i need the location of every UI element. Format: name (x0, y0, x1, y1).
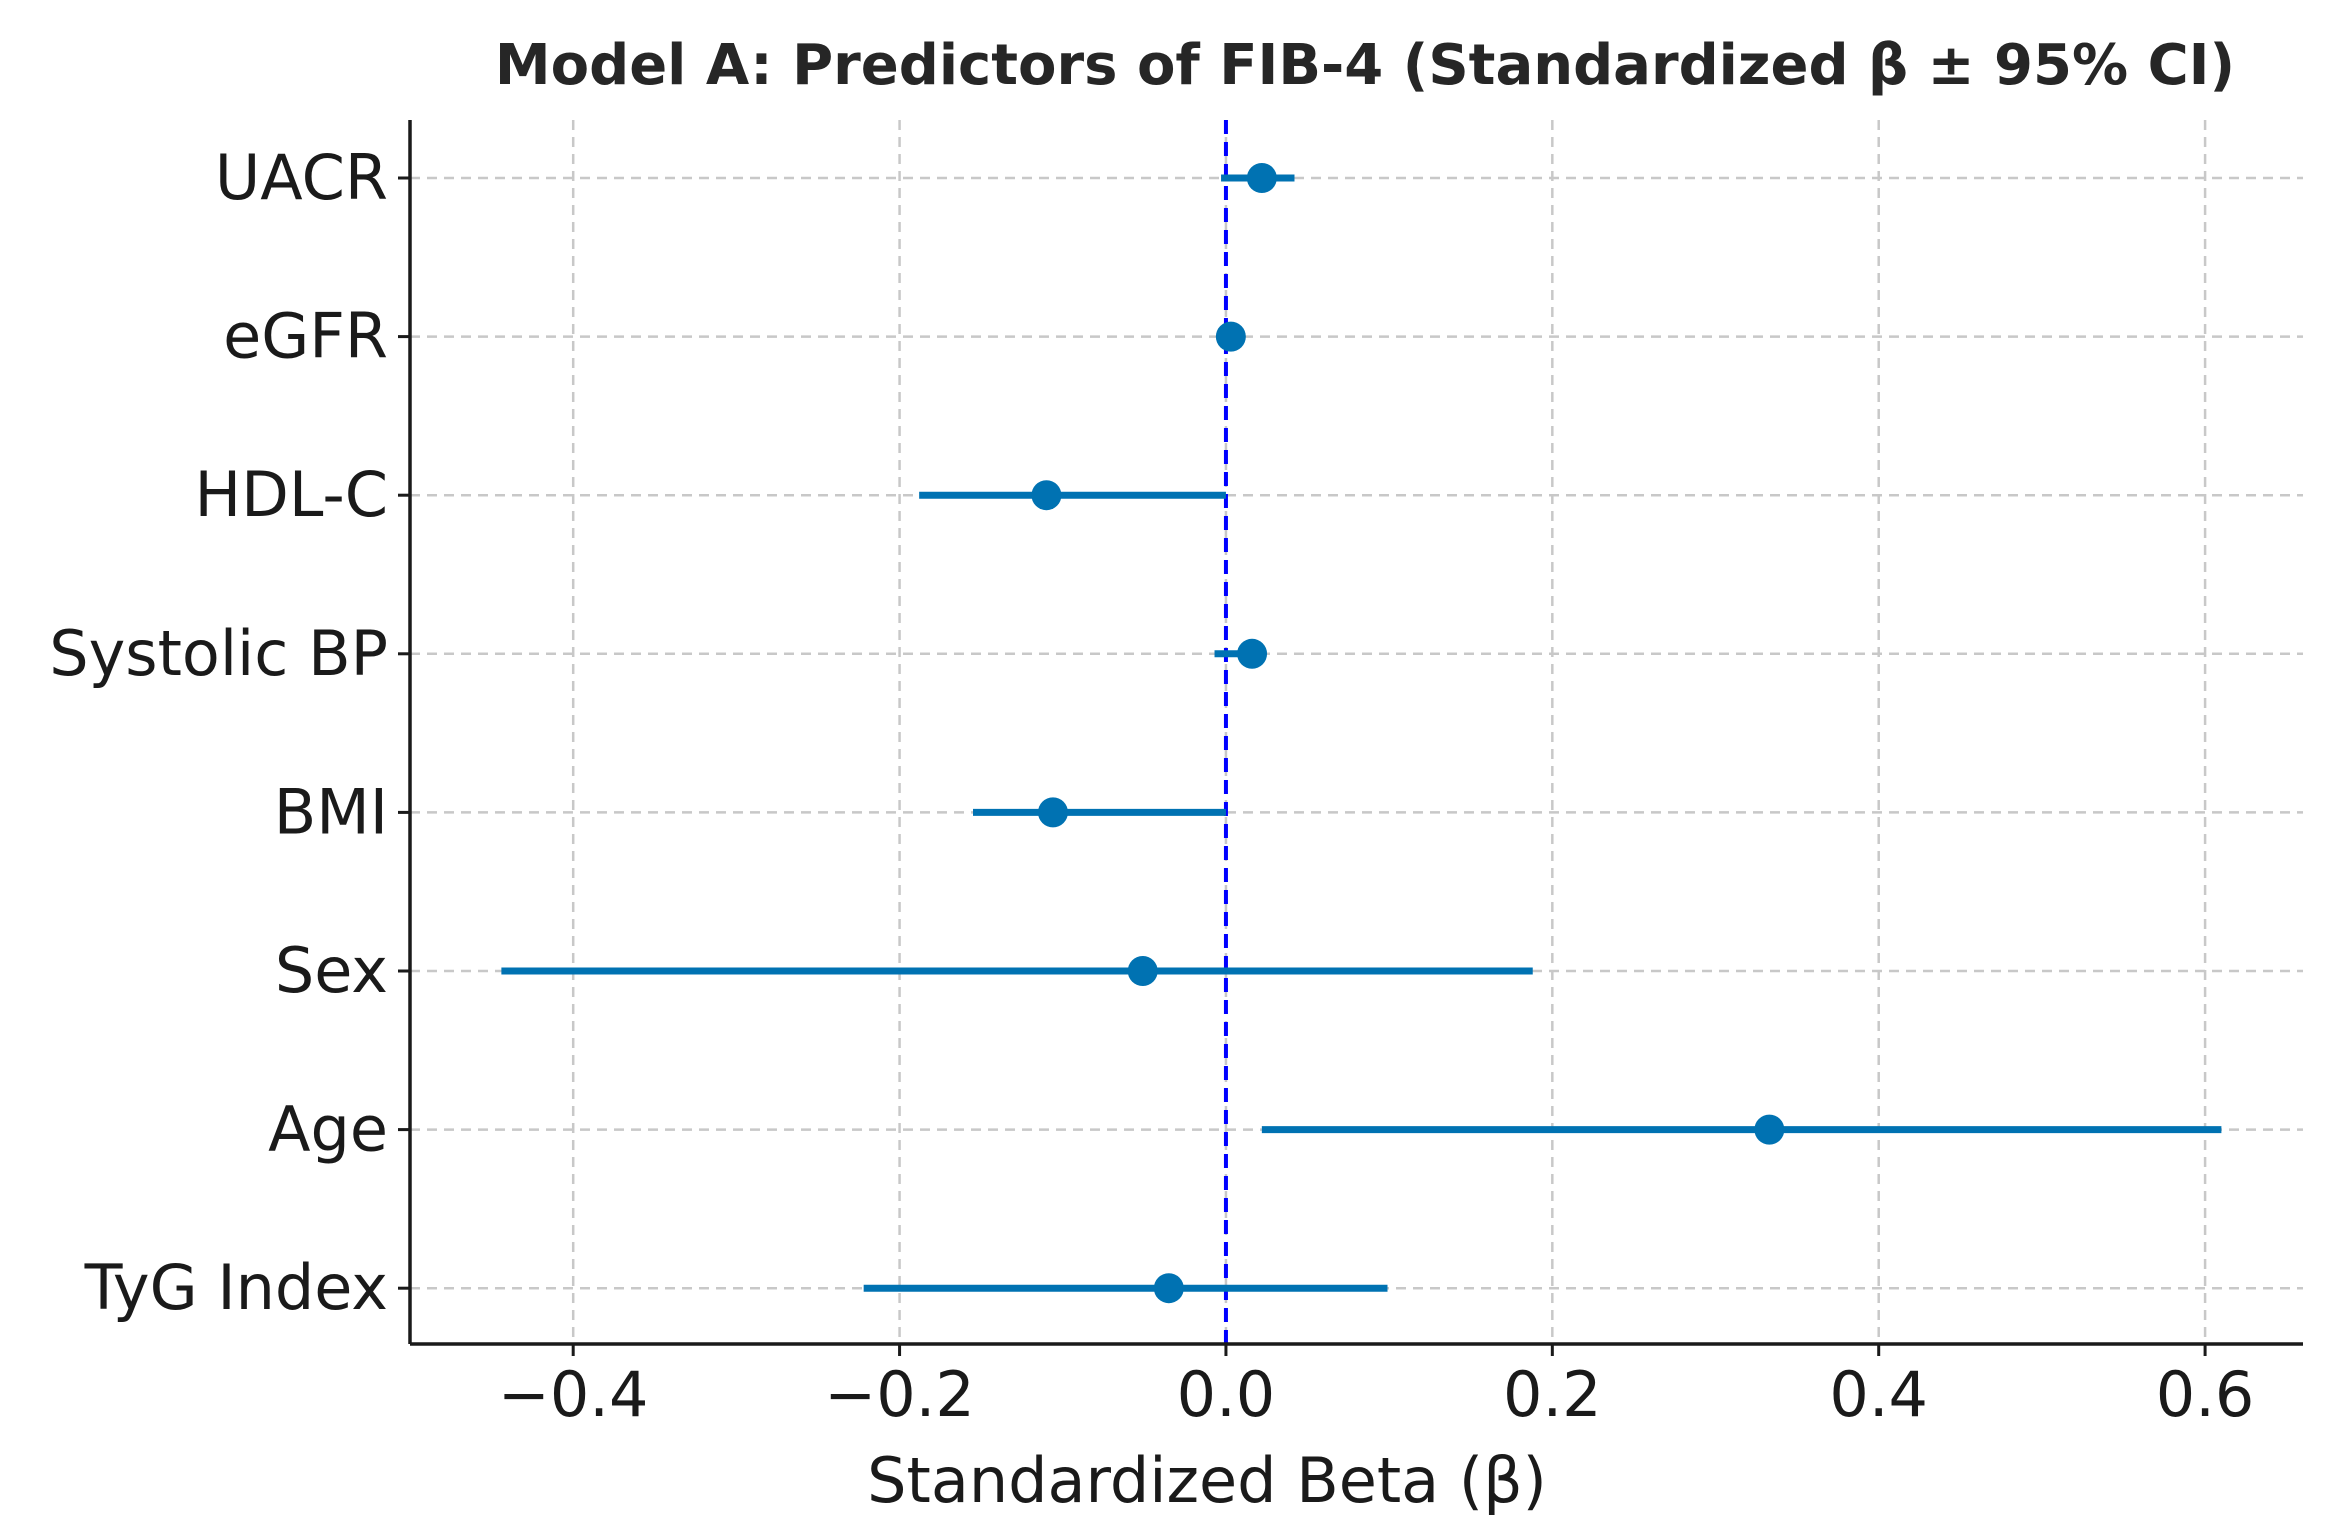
chart-title: Model A: Predictors of FIB-4 (Standardiz… (495, 33, 2235, 98)
x-tick-label-2: 0.0 (1177, 1358, 1276, 1431)
y-tick-label-4: BMI (274, 775, 388, 848)
beta-point-7 (1153, 1273, 1184, 1304)
beta-point-3 (1237, 638, 1268, 669)
y-tick-label-7: TyG Index (84, 1251, 388, 1324)
y-tick-label-0: UACR (215, 141, 388, 214)
y-tick-label-5: Sex (275, 934, 388, 1007)
x-tick-label-3: 0.2 (1503, 1358, 1602, 1431)
beta-point-5 (1127, 956, 1158, 986)
y-tick-label-2: HDL-C (195, 458, 388, 531)
beta-point-2 (1031, 480, 1062, 511)
axis-layer: −0.4 −0.2 0.0 0.2 0.4 0.6 UACR eGFR HDL-C Systoli… (49, 120, 2303, 1431)
beta-point-6 (1754, 1114, 1785, 1145)
beta-point-0 (1246, 163, 1277, 193)
x-tick-label-0: −0.4 (498, 1358, 649, 1431)
y-tick-label-3: Systolic BP (49, 617, 388, 690)
x-tick-label-1: −0.2 (824, 1358, 975, 1431)
x-tick-label-5: 0.6 (2156, 1358, 2255, 1431)
x-axis-label: Standardized Beta (β) (867, 1444, 1547, 1517)
beta-point-4 (1037, 797, 1068, 828)
y-tick-label-1: eGFR (223, 300, 388, 373)
beta-point-1 (1215, 321, 1246, 352)
data-layer (501, 163, 2222, 1304)
x-tick-label-4: 0.4 (1829, 1358, 1928, 1431)
grid-layer (410, 120, 2303, 1344)
y-tick-label-6: Age (268, 1093, 388, 1166)
